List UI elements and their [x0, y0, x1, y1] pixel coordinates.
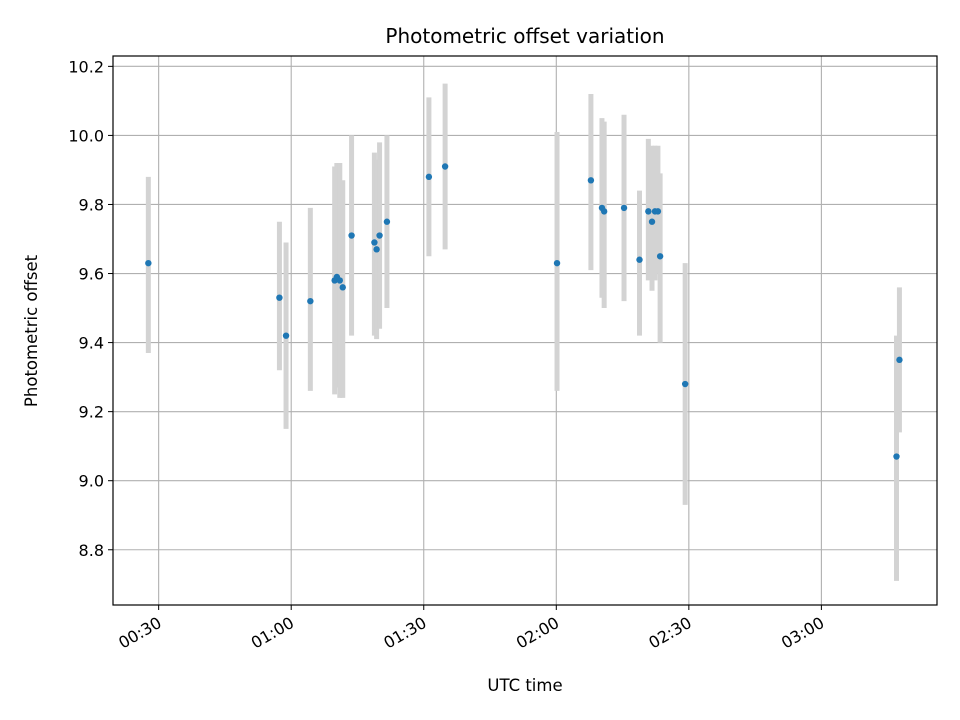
- data-point: [282, 332, 290, 339]
- data-point: [339, 284, 346, 291]
- data-point: [896, 356, 903, 364]
- data-point: [656, 253, 664, 260]
- data-point: [307, 297, 314, 305]
- data-point: [425, 173, 433, 181]
- y-tick-label: 9.2: [79, 403, 104, 422]
- y-tick-label: 9.4: [79, 334, 104, 353]
- y-tick-label: 10.0: [68, 126, 104, 145]
- chart-title: Photometric offset variation: [385, 24, 664, 48]
- y-axis-ticks: 8.8 9.0 9.2 9.4 9.6 9.8 10.0 10.2: [68, 57, 113, 560]
- x-axis-title: UTC time: [487, 676, 562, 695]
- y-axis-title: Photometric offset: [22, 254, 41, 407]
- y-tick-label: 9.0: [79, 472, 104, 491]
- grid-lines: [113, 56, 937, 605]
- y-tick-label: 8.8: [79, 541, 104, 560]
- data-point: [600, 208, 608, 215]
- data-point: [145, 259, 152, 267]
- data-point: [553, 259, 561, 267]
- data-point: [654, 208, 662, 215]
- data-points: [145, 163, 903, 460]
- data-point: [681, 380, 689, 388]
- y-tick-label: 9.6: [79, 265, 104, 284]
- data-point: [336, 277, 344, 284]
- data-point: [383, 218, 391, 225]
- data-point: [587, 177, 595, 184]
- data-point: [636, 256, 643, 263]
- plot-frame: [112, 55, 938, 606]
- data-point: [893, 453, 900, 460]
- data-point: [441, 163, 449, 170]
- data-point: [620, 204, 628, 212]
- data-point: [276, 294, 283, 301]
- data-point: [648, 218, 656, 225]
- data-point: [371, 239, 378, 246]
- y-tick-label: 10.2: [68, 57, 104, 76]
- data-point: [348, 232, 355, 239]
- data-point: [376, 232, 383, 239]
- y-tick-label: 9.8: [79, 195, 104, 214]
- data-point: [645, 208, 652, 215]
- data-point: [373, 246, 380, 253]
